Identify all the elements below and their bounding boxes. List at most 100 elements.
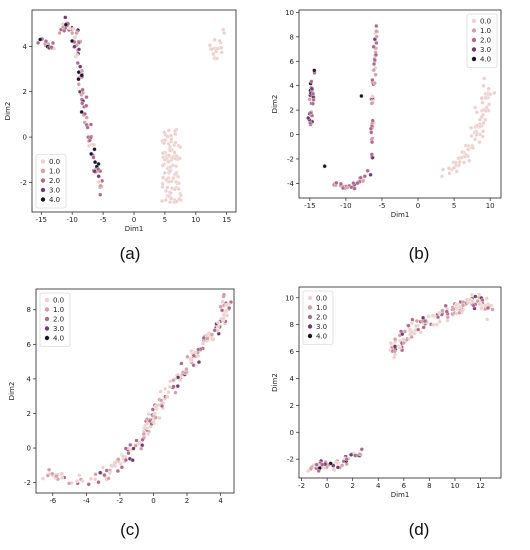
scatter-point xyxy=(219,45,224,50)
scatter-point xyxy=(107,470,112,475)
scatter-point xyxy=(196,360,202,365)
legend-label: 4.0 xyxy=(316,333,327,341)
scatter-point xyxy=(463,143,468,148)
scatter-point xyxy=(227,305,232,311)
scatter-point xyxy=(87,138,92,143)
scatter-point xyxy=(96,174,101,179)
scatter-point xyxy=(38,37,43,42)
scatter-point xyxy=(473,105,478,110)
scatter-point xyxy=(369,152,374,157)
legend-marker xyxy=(40,187,46,193)
scatter-point xyxy=(426,314,431,319)
scatter-point xyxy=(80,479,85,484)
scatter-point xyxy=(50,40,56,46)
x-tick-label: -15 xyxy=(36,216,47,224)
scatter-point xyxy=(173,164,179,169)
scatter-point xyxy=(407,327,412,332)
scatter-point xyxy=(392,349,397,354)
legend-label: 0.0 xyxy=(53,297,64,305)
scatter-point xyxy=(224,303,229,308)
scatter-point xyxy=(54,474,59,479)
legend-label: 0.0 xyxy=(49,158,60,166)
scatter-point xyxy=(388,341,393,346)
scatter-point xyxy=(457,310,462,315)
scatter-point xyxy=(169,179,174,184)
y-tick-label: 2 xyxy=(23,88,27,96)
y-tick-label: -2 xyxy=(287,456,294,464)
legend-label: 0.0 xyxy=(316,295,327,303)
scatter-point xyxy=(349,452,354,457)
scatter-point xyxy=(171,378,176,383)
scatter-point xyxy=(175,174,180,179)
x-tick-label: 4 xyxy=(376,482,381,490)
scatter-point xyxy=(70,38,75,44)
scatter-point xyxy=(167,384,172,390)
scatter-point xyxy=(171,176,176,181)
x-axis-label: Dim1 xyxy=(391,491,410,499)
y-tick-label: 2 xyxy=(27,410,31,418)
y-tick-label: 0 xyxy=(290,131,294,139)
scatter-point xyxy=(98,183,103,188)
caption-c: (c) xyxy=(120,520,140,539)
scatter-point xyxy=(92,142,97,147)
scatter-point xyxy=(163,197,168,203)
scatter-point xyxy=(437,310,442,315)
y-tick-label: 2 xyxy=(290,107,294,115)
scatter-point xyxy=(189,357,194,362)
scatter-point xyxy=(311,91,316,96)
scatter-point xyxy=(174,199,179,204)
y-tick-label: 6 xyxy=(290,58,295,66)
scatter-point xyxy=(374,40,379,46)
y-tick-label: -2 xyxy=(24,479,31,487)
scatter-point xyxy=(100,465,106,470)
x-tick-label: 8 xyxy=(427,482,431,490)
scatter-point xyxy=(80,101,85,106)
scatter-point xyxy=(483,303,488,308)
y-tick-label: 4 xyxy=(290,82,295,90)
scatter-points xyxy=(36,15,227,205)
scatter-point xyxy=(164,177,169,182)
legend-marker xyxy=(471,28,477,33)
scatter-point xyxy=(98,470,103,475)
scatter-point xyxy=(79,68,85,73)
scatter-point xyxy=(308,466,313,471)
scatter-point xyxy=(310,101,315,106)
scatter-point xyxy=(211,51,216,56)
scatter-point xyxy=(392,355,397,360)
legend-label: 1.0 xyxy=(53,306,64,314)
scatter-point xyxy=(480,297,485,303)
y-tick-label: 0 xyxy=(290,429,294,437)
x-tick-label: -4 xyxy=(83,497,91,505)
scatter-point xyxy=(86,482,91,487)
scatter-point xyxy=(474,132,479,138)
scatter-point xyxy=(63,15,68,20)
legend-marker xyxy=(40,159,46,164)
scatter-point xyxy=(221,294,226,299)
scatter-point xyxy=(413,323,418,329)
scatter-point xyxy=(209,47,214,52)
scatter-point xyxy=(76,82,81,87)
x-tick-label: -10 xyxy=(66,216,77,224)
x-tick-label: 15 xyxy=(222,216,231,224)
y-tick-label: -2 xyxy=(20,179,27,187)
scatter-point xyxy=(163,386,168,391)
legend-label: 2.0 xyxy=(49,177,60,185)
panel-c: -6 -4 -2 0 2 4 -2 0 2 4 6 8 Dim2 0.0 1.0 2.0 3.0 4.0 (c) xyxy=(0,275,265,550)
scatter-point xyxy=(458,305,463,310)
legend-label: 3.0 xyxy=(49,187,60,195)
scatter-point xyxy=(141,431,146,437)
scatter-point xyxy=(334,460,339,465)
scatter-point xyxy=(82,111,87,116)
scatter-point xyxy=(374,34,379,39)
scatter-point xyxy=(439,174,445,179)
x-tick-label: 4 xyxy=(218,497,223,505)
scatter-point xyxy=(159,403,165,409)
scatter-point xyxy=(163,188,169,194)
scatter-point xyxy=(440,167,446,172)
legend-marker xyxy=(40,178,46,183)
scatter-point xyxy=(172,187,177,192)
scatter-point xyxy=(462,154,468,159)
scatter-point xyxy=(74,479,80,484)
scatter-point xyxy=(113,460,118,465)
x-tick-label: -10 xyxy=(340,202,351,210)
